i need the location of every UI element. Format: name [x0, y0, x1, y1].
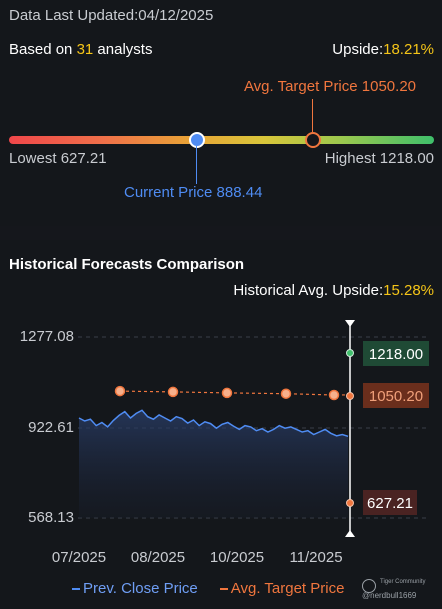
x-tick-label: 07/2025: [52, 549, 106, 566]
target-price-point[interactable]: [114, 385, 126, 397]
target-price-point[interactable]: [328, 389, 340, 401]
target-price-pointer: [312, 99, 313, 132]
legend-item-close-price[interactable]: Prev. Close Price: [72, 580, 198, 597]
based-suffix: analysts: [93, 41, 153, 58]
current-price-label: Current Price 888.44: [124, 184, 263, 201]
x-tick-label: 08/2025: [131, 549, 185, 566]
analyst-count: 31: [76, 41, 94, 58]
highest-marker: [346, 349, 354, 357]
x-tick-label: 11/2025: [289, 549, 342, 566]
highest-badge-text: 1218.00: [369, 346, 423, 363]
updated-label: Data Last Updated:: [9, 7, 139, 24]
legend-item-target-price[interactable]: Avg. Target Price: [219, 580, 345, 597]
historical-title: Historical Forecasts Comparison: [9, 256, 245, 273]
current-price-pointer: [196, 146, 197, 184]
based-prefix: Based on: [9, 41, 77, 58]
y-tick-label: 922.61: [28, 419, 74, 436]
legend-close-label: Prev. Close Price: [83, 580, 198, 597]
target-price-point[interactable]: [280, 388, 292, 399]
close-price-area: [79, 410, 348, 518]
current-price-marker: [189, 132, 205, 148]
close-price-series: [78, 409, 349, 438]
historical-chart[interactable]: 1277.08 922.61 568.13 1218.00 1050.20 62…: [0, 310, 442, 572]
price-target-panel: [0, 0, 442, 226]
lowest-badge: [363, 490, 417, 515]
upside-text: Upside:18.21%: [332, 41, 434, 58]
upside-label: Upside:: [332, 41, 384, 58]
target-price-point[interactable]: [221, 387, 233, 399]
price-range-bar: [9, 136, 434, 144]
legend-close-swatch: [72, 587, 80, 590]
lowest-marker: [346, 499, 354, 507]
target-badge: [363, 383, 429, 408]
data-updated-text: Data Last Updated:04/12/2025: [9, 7, 213, 24]
watermark: Tiger Community @nerdbull1669: [362, 577, 434, 603]
close-price-area-fill: [79, 410, 348, 518]
target-price-series: [114, 385, 351, 401]
historical-upside-text: Historical Avg. Upside:15.28%: [233, 282, 434, 299]
range-top-arrow: [345, 320, 355, 327]
analyst-count-text: Based on 31 analysts: [9, 41, 152, 58]
target-price-marker: [305, 132, 321, 148]
historical-upside-label: Historical Avg. Upside:: [233, 282, 384, 299]
x-tick-label: 10/2025: [210, 549, 264, 566]
target-price-point[interactable]: [167, 386, 179, 398]
legend-target-swatch: [219, 587, 228, 590]
chart-legend: Prev. Close Price Avg. Target Price: [72, 580, 344, 597]
highest-price-label: Highest 1218.00: [324, 150, 434, 167]
close-price-line: [78, 409, 349, 438]
tiger-logo-icon: [362, 579, 376, 593]
y-tick-label: 568.13: [28, 509, 74, 526]
y-tick-label: 1277.08: [20, 328, 74, 345]
watermark-handle: @nerdbull1669: [362, 591, 417, 600]
lowest-badge-text: 627.21: [367, 495, 413, 512]
target-price-line: [119, 390, 351, 396]
highest-badge: [363, 341, 429, 366]
lowest-price-label: Lowest 627.21: [9, 150, 107, 167]
updated-date: 04/12/2025: [138, 7, 214, 24]
legend-target-label: Avg. Target Price: [230, 580, 345, 597]
avg-target-price-label: Avg. Target Price 1050.20: [243, 78, 416, 95]
target-badge-text: 1050.20: [369, 388, 423, 405]
historical-upside-value: 15.28%: [383, 282, 434, 299]
upside-value: 18.21%: [383, 41, 434, 58]
watermark-brand: Tiger Community: [380, 579, 426, 585]
target-marker: [346, 392, 354, 400]
range-bottom-arrow: [345, 530, 355, 537]
